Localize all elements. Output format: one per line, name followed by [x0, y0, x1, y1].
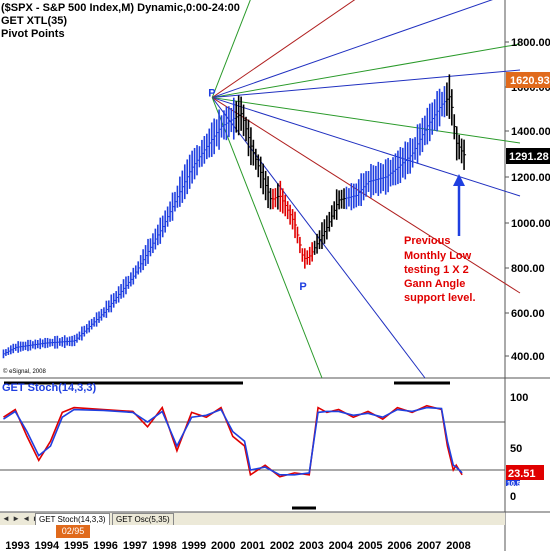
chart-title: ($SPX - S&P 500 Index,M) Dynamic,0:00-24… — [1, 2, 240, 14]
pivot-label: P — [208, 88, 215, 100]
x-tick-label: 2005 — [358, 540, 382, 551]
price-tick-label: 1400.00 — [511, 126, 550, 138]
stoch-badges: 23.51 10.5 — [506, 465, 544, 488]
annotation-line-1: Previous — [404, 235, 450, 247]
x-tick-label: 2004 — [329, 540, 354, 551]
x-tick-label: 1995 — [64, 540, 88, 551]
price-axis: 400.00 600.00 800.00 1000.00 1200.00 1400.00 1… — [505, 37, 550, 363]
stoch-title: GET Stoch(14,3,3) — [2, 382, 96, 394]
study-label-pivots: Pivot Points — [1, 28, 65, 40]
stoch-tick-label: 100 — [510, 392, 528, 404]
x-tick-label: 1998 — [152, 540, 176, 551]
price-tick-label: 1800.00 — [511, 37, 550, 49]
arrow-head-icon — [453, 174, 465, 186]
stoch-tick-label: 50 — [510, 443, 522, 455]
annotation-line-5: support level. — [404, 292, 476, 304]
gann-angle-line — [212, 0, 493, 99]
price-tick-label: 1000.00 — [511, 218, 550, 230]
stoch-d-badge: 10.5 — [507, 481, 521, 488]
stoch-d-badge-bg — [506, 480, 520, 486]
price-tick-label: 1200.00 — [511, 172, 550, 184]
last-price-badge: 1291.28 — [506, 148, 550, 164]
x-tick-label: 2002 — [270, 540, 294, 551]
high-badge-label: 1620.93 — [510, 75, 550, 87]
stoch-k-badge-bg — [506, 465, 544, 480]
x-tick-label: 2006 — [387, 540, 411, 551]
gann-angle-line — [212, 69, 521, 99]
x-tick-label: 1999 — [182, 540, 206, 551]
annotation-line-4: Gann Angle — [404, 278, 465, 290]
x-tick-label: 2008 — [446, 540, 470, 551]
price-panel-bg — [0, 0, 505, 378]
last-price-label: 1291.28 — [509, 151, 549, 163]
x-tick-label: 2000 — [211, 540, 235, 551]
gann-angle-line — [211, 0, 251, 98]
tab-scroll-arrows[interactable]: ◄ ► ◄ ► — [2, 514, 41, 523]
cursor-date-badge: 02/95 — [56, 525, 90, 538]
gann-angle-line — [212, 43, 521, 99]
study-label-xtl: GET XTL(35) — [1, 15, 67, 27]
support-arrow — [453, 174, 465, 236]
x-tick-label: 1997 — [123, 540, 147, 551]
gann-angle-line — [211, 0, 356, 98]
high-badge: 1620.93 — [506, 72, 550, 88]
stoch-d-line — [3, 406, 463, 476]
price-tick-label: 800.00 — [511, 263, 545, 275]
tab-osc[interactable]: GET Osc(5,35) — [112, 513, 174, 525]
stoch-tick-label: 0 — [510, 491, 516, 503]
price-bars: PP — [2, 74, 467, 359]
x-tick-label: 2001 — [240, 540, 264, 551]
x-tick-label: 1994 — [35, 540, 60, 551]
x-tick-label: 2003 — [299, 540, 323, 551]
stoch-k-badge: 23.51 — [508, 468, 536, 480]
annotation-line-3: testing 1 X 2 — [404, 264, 469, 276]
annotation-line-2: Monthly Low — [404, 250, 472, 262]
stoch-panel: 100 50 0 — [0, 381, 528, 510]
x-axis: 1993 1994 1995 1996 1997 1998 1999 2000 2001 2002… — [5, 540, 470, 551]
price-tick-label: 600.00 — [511, 308, 545, 320]
gann-angle-line — [212, 97, 521, 144]
annotation-text: Previous Monthly Low testing 1 X 2 Gann … — [404, 235, 476, 304]
x-tick-label: 1996 — [93, 540, 117, 551]
price-tick-label: 400.00 — [511, 351, 545, 363]
tab-stoch[interactable]: GET Stoch(14,3,3) — [35, 513, 110, 525]
last-price-bg — [506, 148, 550, 164]
x-tick-label: 2007 — [417, 540, 441, 551]
pivot-label: P — [299, 281, 306, 293]
x-tick-label: 1993 — [5, 540, 29, 551]
watermark: © eSignal, 2008 — [3, 368, 46, 375]
high-badge-bg — [506, 72, 550, 88]
stoch-k-line — [3, 404, 463, 478]
gann-angle-line — [211, 97, 323, 379]
gann-angle-line — [212, 97, 521, 197]
